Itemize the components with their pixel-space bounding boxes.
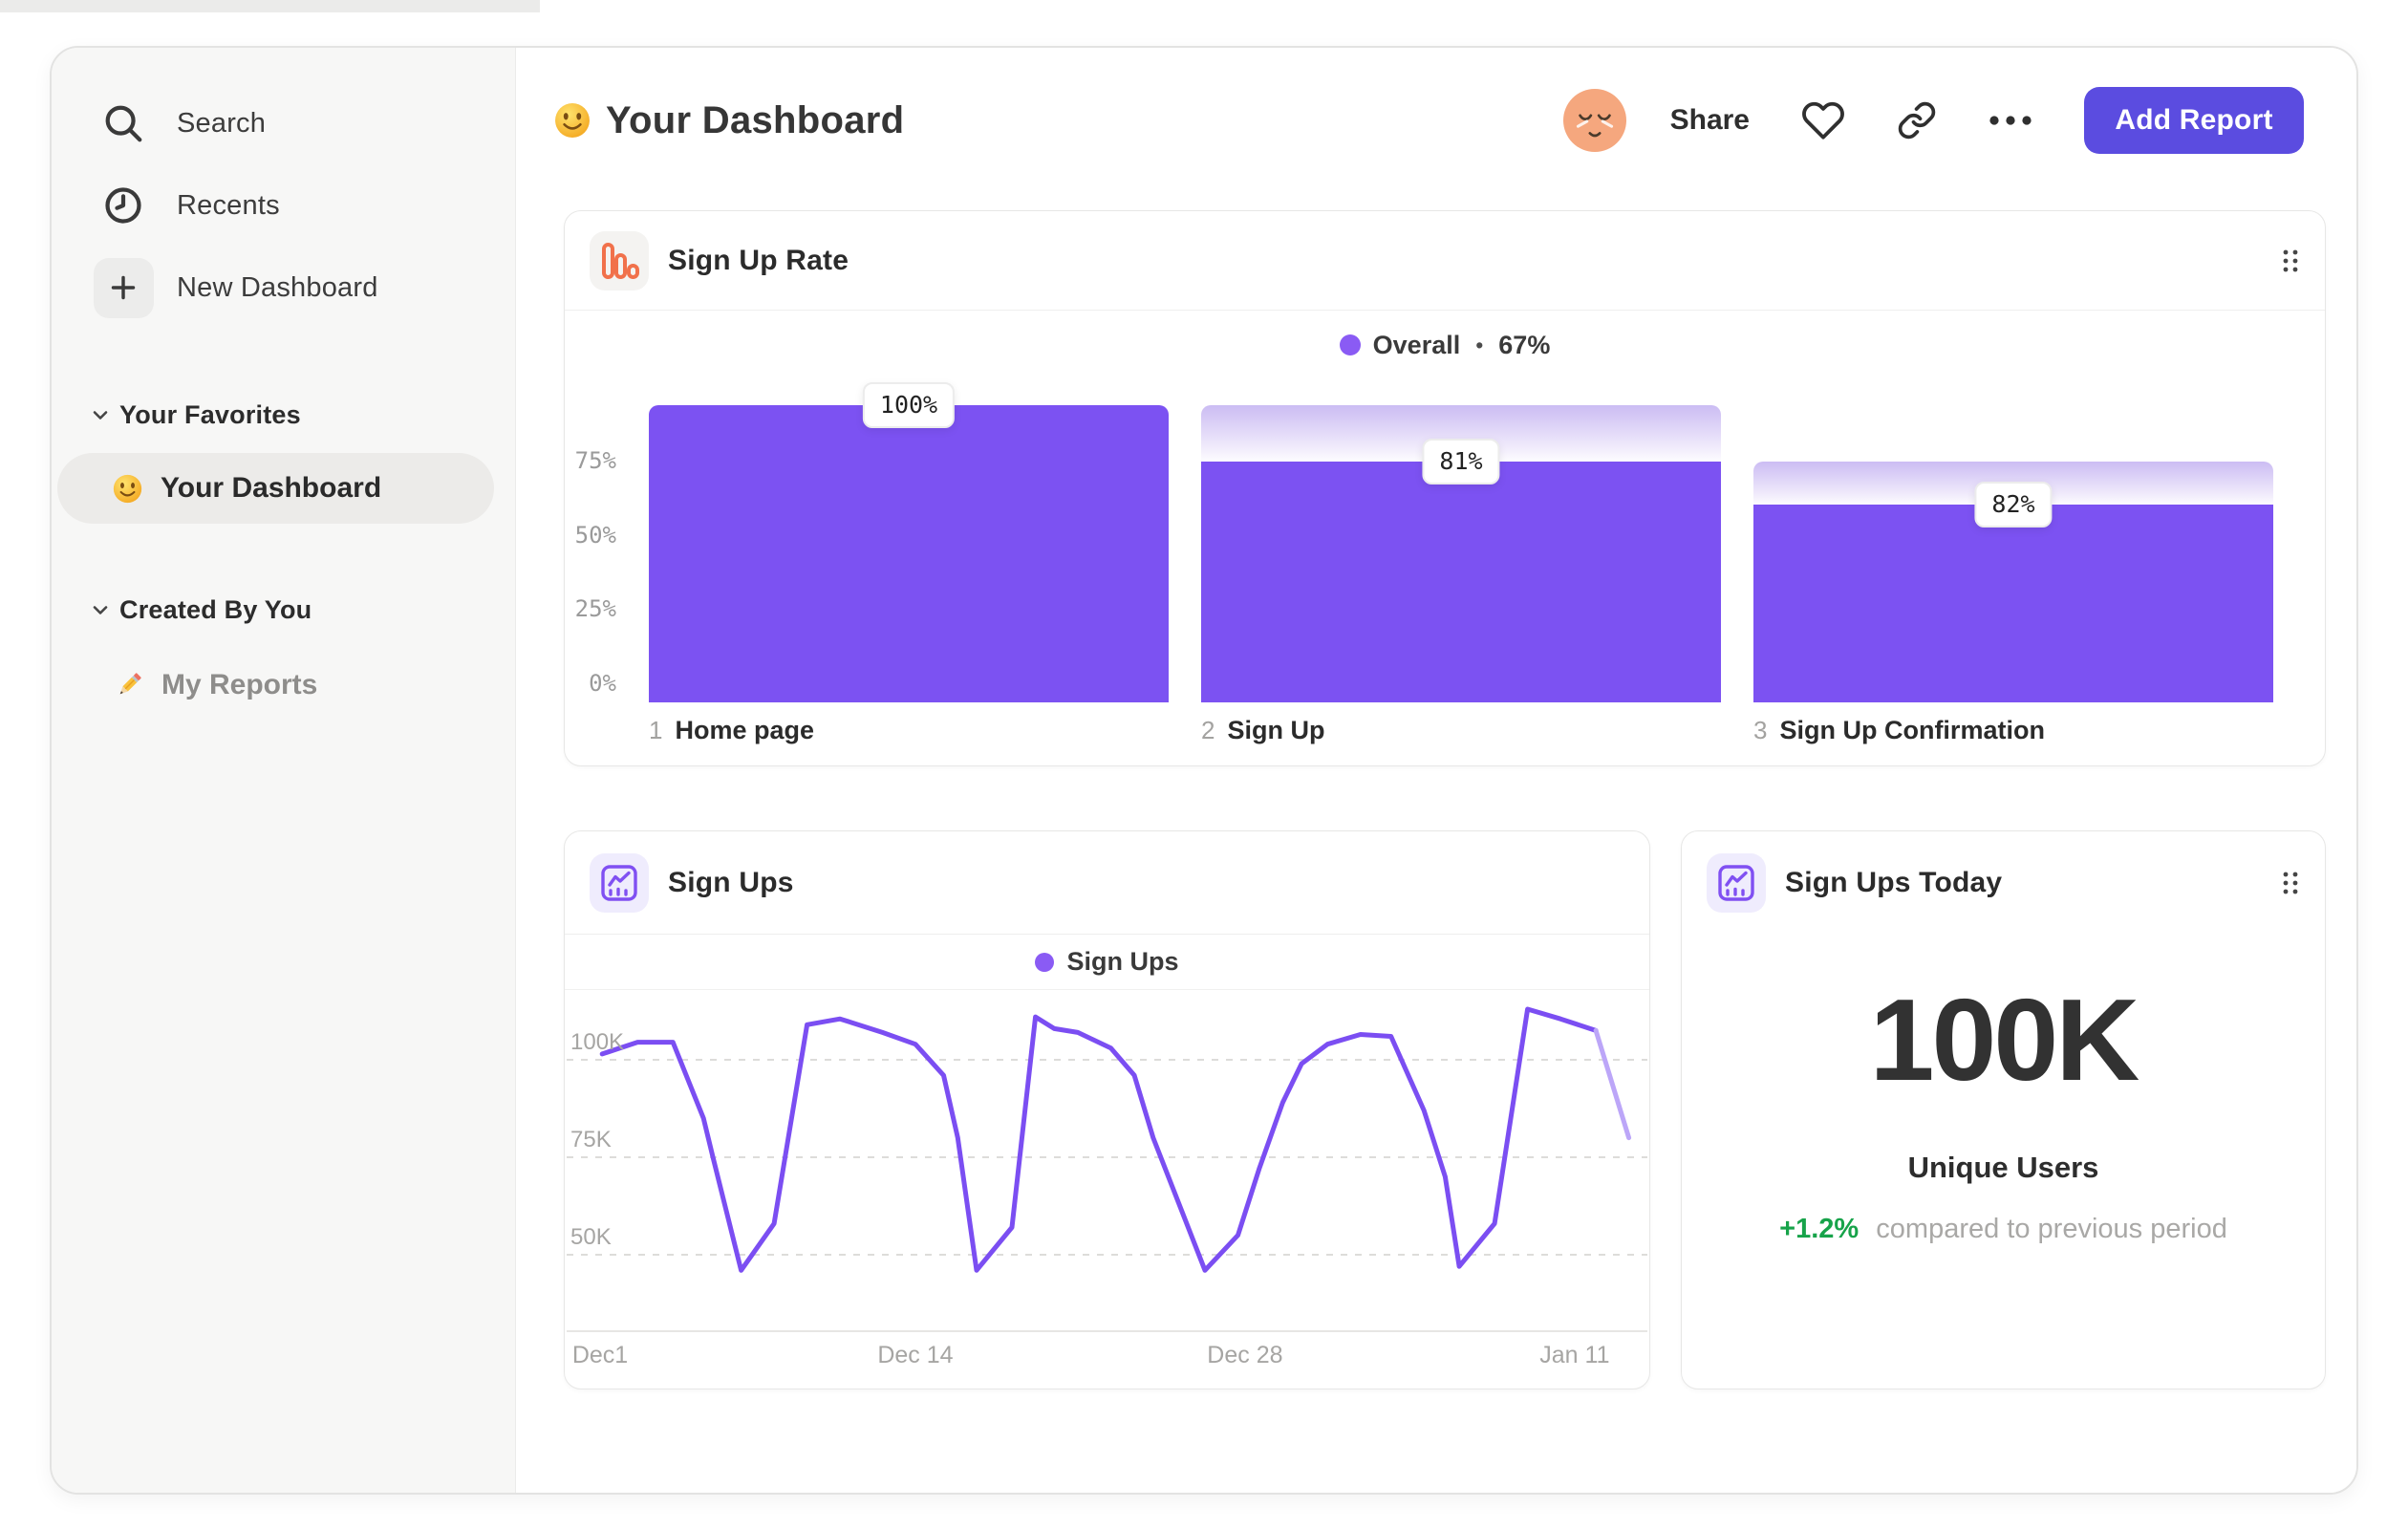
line-legend: Sign Ups: [565, 935, 1649, 990]
line-x-axis-tick: Dec 28: [1207, 1342, 1283, 1368]
kpi-delta-row: +1.2% compared to previous period: [1682, 1214, 2325, 1245]
line-chart-canvas: [567, 1006, 1647, 1332]
search-icon: [93, 93, 154, 154]
sign-ups-series-line-incomplete: [1593, 1027, 1632, 1141]
kpi-delta-value: +1.2%: [1779, 1214, 1860, 1244]
funnel-legend: Overall • 67%: [565, 311, 2325, 379]
copy-link-button[interactable]: [1897, 100, 1937, 140]
sidebar-item-my-reports[interactable]: My Reports: [52, 669, 515, 701]
sidebar-item-your-dashboard[interactable]: Your Dashboard: [57, 453, 494, 524]
legend-dot: [1339, 334, 1361, 355]
favorites-section-header[interactable]: Your Favorites: [52, 396, 515, 434]
sign-ups-card: Sign Ups Sign Ups 100K 75K 50K Dec1 Dec 14 De…: [564, 830, 1650, 1389]
card-header: Sign Up Rate: [565, 211, 2325, 311]
sidebar-item-label: Search: [177, 107, 267, 139]
line-chart-icon: [1707, 853, 1766, 913]
funnel-step-index: 2: [1201, 716, 1215, 744]
funnel-value-badge: 81%: [1422, 439, 1500, 485]
card-header: Sign Ups: [565, 831, 1649, 935]
sidebar-nav: Search Recents New Das: [52, 48, 515, 329]
new-dashboard-icon-wrap: [93, 257, 154, 318]
legend-value: 67%: [1498, 330, 1551, 359]
add-report-button[interactable]: Add Report: [2084, 87, 2304, 154]
smiley-emoji-icon: [554, 102, 591, 139]
funnel-y-axis-tick: 0%: [589, 670, 616, 697]
funnel-step-name: Sign Up Confirmation: [1779, 716, 2045, 744]
funnel-step-name: Home page: [675, 716, 815, 744]
funnel-step-label: 2 Sign Up: [1201, 716, 1324, 745]
signup-rate-card: Sign Up Rate Overall • 67% 75% 50% 25% 0% 10…: [564, 210, 2326, 766]
kpi-unit-label: Unique Users: [1907, 1151, 2099, 1184]
legend-label: Overall: [1372, 330, 1461, 359]
legend-dot: [1035, 952, 1055, 972]
smiley-emoji-icon: [113, 474, 142, 504]
funnel-chart: 75% 50% 25% 0% 100% 1 Home page 81% 2 Sign Up 82% 3…: [565, 379, 2325, 765]
section-title: Created By You: [119, 594, 312, 624]
line-x-axis-tick: Dec 14: [877, 1342, 954, 1368]
line-y-axis-tick: 100K: [570, 1029, 625, 1055]
sidebar-item-new-dashboard[interactable]: New Dashboard: [52, 247, 515, 329]
line-y-axis-tick: 75K: [570, 1127, 612, 1152]
funnel-y-axis-tick: 75%: [574, 446, 616, 474]
card-title: Sign Up Rate: [668, 244, 849, 276]
header-actions: Share Add Report: [1562, 87, 2304, 154]
sidebar-item-label: New Dashboard: [177, 271, 378, 303]
funnel-step-name: Sign Up: [1227, 716, 1325, 744]
more-options-button[interactable]: [1989, 115, 2032, 126]
funnel-bar[interactable]: [649, 405, 1169, 702]
sign-ups-series-line: [599, 1006, 1599, 1273]
section-title: Your Favorites: [119, 399, 301, 429]
favorite-heart-button[interactable]: [1801, 98, 1845, 142]
funnel-y-axis-tick: 25%: [574, 595, 616, 623]
kpi-value: 100K: [1869, 975, 2140, 1105]
line-x-axis-tick: Jan 11: [1539, 1342, 1610, 1368]
funnel-value-badge: 100%: [862, 382, 956, 428]
line-chart-icon: [590, 852, 649, 913]
card-title: Sign Ups: [668, 866, 794, 898]
pencil-emoji-icon: [113, 669, 145, 701]
line-y-axis-tick: 50K: [570, 1224, 612, 1250]
clock-icon: [93, 175, 154, 236]
chevron-down-icon: [90, 404, 111, 425]
user-avatar[interactable]: [1562, 89, 1626, 152]
sidebar-item-label: My Reports: [161, 669, 318, 700]
created-by-you-section-header[interactable]: Created By You: [52, 591, 515, 629]
sidebar-item-label: Recents: [177, 189, 280, 221]
app-window: Search Recents New Das: [50, 46, 2358, 1495]
title-group: Your Dashboard: [554, 99, 904, 142]
legend-label: Sign Ups: [1066, 947, 1179, 976]
funnel-step-index: 1: [649, 716, 663, 744]
sidebar: Search Recents New Das: [52, 48, 516, 1493]
line-x-axis-tick: Dec1: [571, 1342, 629, 1368]
card-title: Sign Ups Today: [1785, 867, 2003, 898]
funnel-value-badge: 82%: [1974, 482, 2053, 528]
card-header: Sign Ups Today: [1682, 831, 2325, 935]
page-title: Your Dashboard: [606, 98, 905, 141]
sidebar-item-recents[interactable]: Recents: [52, 164, 515, 247]
drag-handle-icon[interactable]: [2281, 248, 2300, 274]
funnel-step-label: 1 Home page: [649, 716, 814, 745]
sidebar-item-label: Your Dashboard: [161, 472, 382, 504]
sign-ups-line-chart: 100K 75K 50K Dec1 Dec 14 Dec 28 Jan 11: [565, 990, 1649, 1389]
legend-separator: •: [1475, 332, 1484, 357]
funnel-bar[interactable]: [1753, 505, 2273, 702]
browser-edge-artifact: [0, 0, 540, 12]
drag-handle-icon[interactable]: [2281, 870, 2300, 896]
funnel-step-index: 3: [1753, 716, 1768, 744]
bar-chart-icon: [590, 230, 649, 291]
funnel-bar[interactable]: [1201, 462, 1721, 702]
page-header: Your Dashboard Share: [554, 80, 2304, 161]
kpi-delta-note: compared to previous period: [1876, 1214, 2227, 1244]
funnel-step-label: 3 Sign Up Confirmation: [1753, 716, 2045, 745]
share-button[interactable]: Share: [1669, 104, 1750, 136]
main-content: Your Dashboard Share: [516, 48, 2356, 1493]
sidebar-item-search[interactable]: Search: [52, 82, 515, 164]
funnel-y-axis-tick: 50%: [574, 521, 616, 549]
plus-icon: [93, 257, 154, 318]
chevron-down-icon: [90, 599, 111, 620]
sign-ups-today-card: Sign Ups Today 100K Unique Users +1.2% c…: [1681, 830, 2326, 1389]
